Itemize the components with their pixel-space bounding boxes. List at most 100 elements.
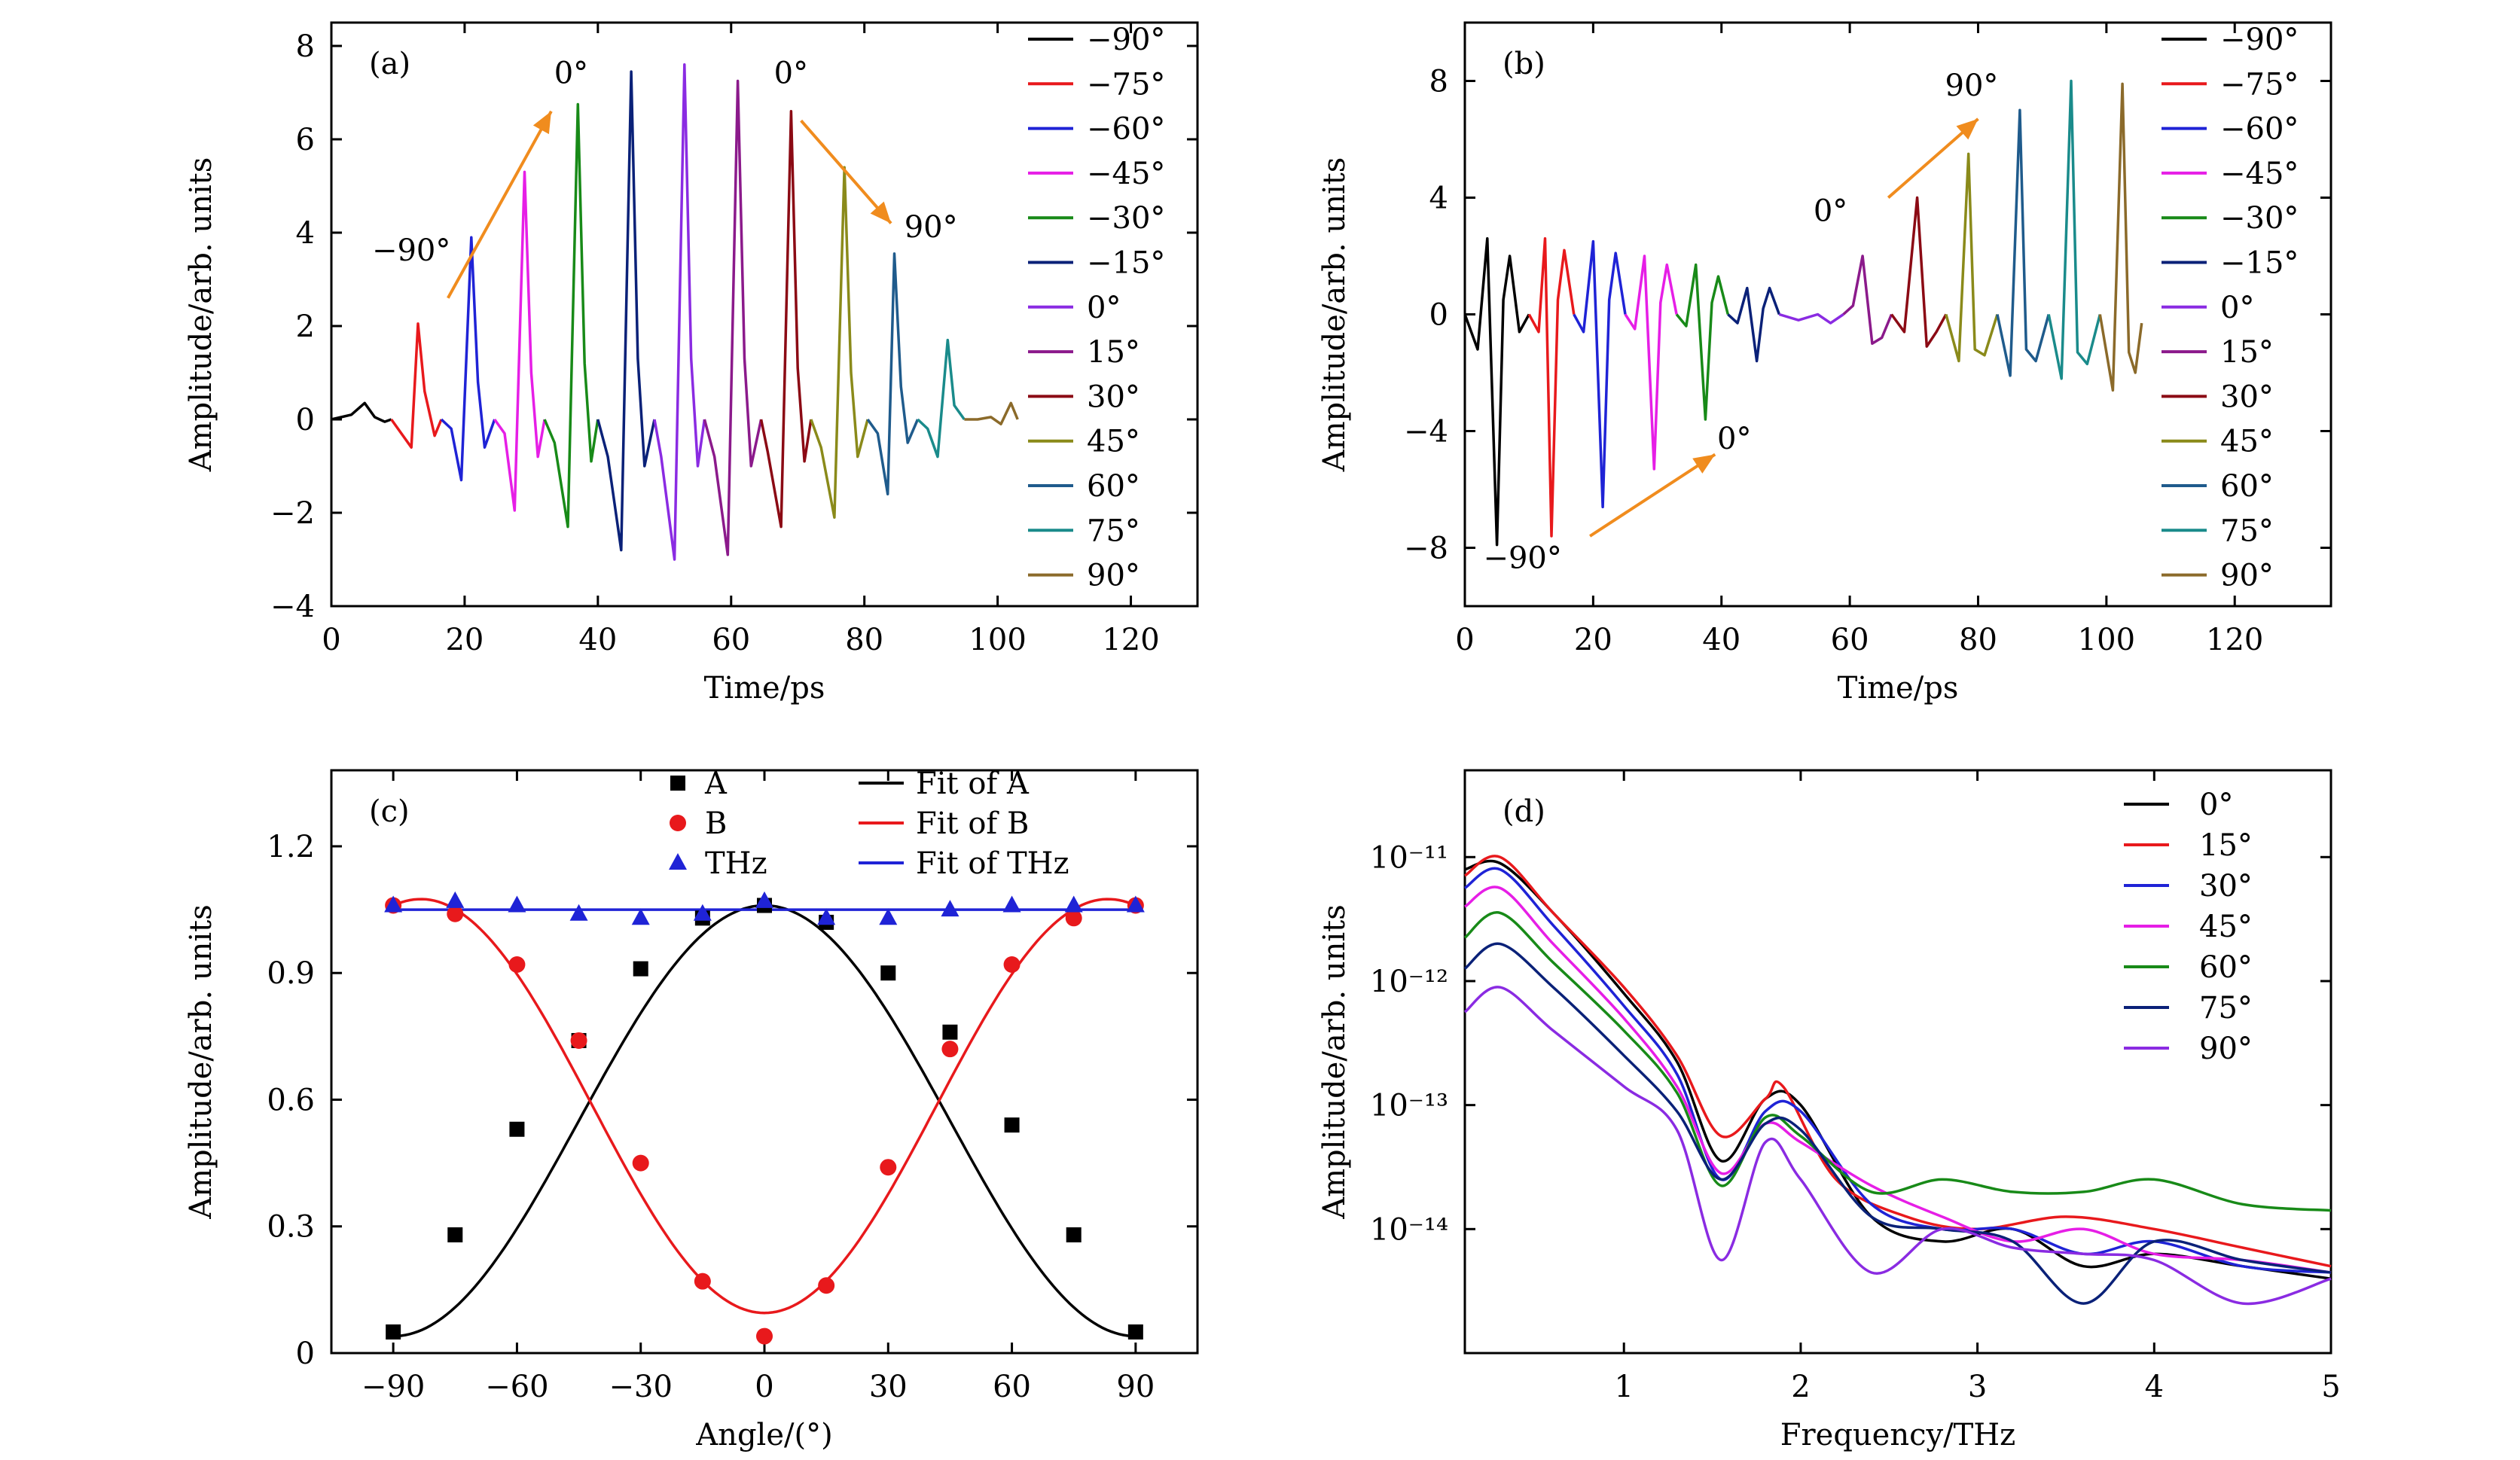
legend-label: 45°	[2199, 910, 2253, 944]
legend-label: A	[704, 767, 728, 801]
legend-label: −60°	[2220, 112, 2299, 147]
panel-label: (c)	[369, 794, 410, 829]
x-tick-label: 40	[578, 623, 617, 657]
y-axis-label: Amplitude/arb. units	[1317, 904, 1352, 1220]
x-tick-label: 5	[2321, 1370, 2340, 1404]
x-tick-label: 4	[2145, 1370, 2164, 1404]
x-tick-label: 3	[1968, 1370, 1987, 1404]
legend-label: 30°	[2199, 869, 2253, 904]
y-tick-label: −2	[270, 496, 315, 531]
series-line	[810, 166, 869, 519]
series-line	[917, 338, 966, 459]
data-point	[941, 1041, 959, 1058]
plot-frame	[330, 21, 1199, 608]
series-line	[2047, 79, 2101, 380]
legend-label: 90°	[2199, 1032, 2253, 1066]
legend-label: −90°	[2220, 23, 2299, 57]
data-point	[386, 1324, 401, 1340]
legend-marker	[670, 815, 686, 831]
y-tick-label: 10⁻¹¹	[1370, 840, 1448, 875]
legend-marker	[670, 776, 685, 791]
y-tick-label: 0	[1429, 298, 1448, 333]
data-point	[1003, 956, 1021, 973]
y-tick-label: 4	[296, 216, 315, 251]
annotation-label: 90°	[1945, 69, 1999, 103]
legend-label: −90°	[1087, 23, 1165, 57]
data-point	[631, 908, 650, 925]
series-line	[493, 170, 546, 512]
annotation-arrow	[800, 119, 892, 224]
legend-label: −45°	[1087, 157, 1165, 191]
x-tick-label: 0	[755, 1370, 773, 1404]
x-tick-label: 2	[1791, 1370, 1810, 1404]
annotation-label: 0°	[774, 56, 808, 91]
legend-label: 60°	[2199, 950, 2253, 985]
series-line	[1463, 942, 2332, 1305]
annotation-arrowhead	[532, 111, 551, 135]
panel-b: 0 20 40 60 80 100 120 −8 −4 0 4 8 Time/ps Amplitude/a…	[1317, 21, 2332, 706]
x-tick-label: −90	[362, 1370, 425, 1404]
series-line	[1842, 255, 1893, 346]
annotation-arrowhead	[1956, 118, 1978, 140]
series-line	[1463, 986, 2332, 1306]
data-point	[446, 891, 465, 908]
y-axis-label: Amplitude/arb. units	[184, 904, 218, 1220]
y-tick-label: 10⁻¹³	[1370, 1089, 1448, 1123]
legend-label: −15°	[1087, 246, 1165, 281]
annotation-arrow	[447, 110, 553, 299]
data-point	[1126, 895, 1145, 913]
series-line	[964, 401, 1019, 425]
annotation-label: 90°	[905, 210, 958, 245]
legend-label: 45°	[1087, 425, 1140, 459]
legend-label: 30°	[1087, 379, 1140, 414]
legend-label: 15°	[2220, 335, 2274, 370]
series-line	[1527, 237, 1576, 538]
data-point	[508, 895, 526, 913]
data-point	[817, 908, 836, 925]
y-axis-label: Amplitude/arb. units	[184, 157, 218, 473]
y-axis-label: Amplitude/arb. units	[1317, 157, 1352, 473]
data-point	[570, 1032, 587, 1049]
data-point	[880, 965, 896, 981]
legend-label: −75°	[2220, 67, 2299, 102]
legend-label: 45°	[2220, 425, 2274, 459]
series-line	[1624, 255, 1678, 471]
legend-label: −45°	[2220, 157, 2299, 191]
series-line	[1463, 911, 2332, 1212]
x-tick-label: 60	[712, 623, 750, 657]
series-line	[1463, 885, 2332, 1274]
y-tick-label: 0.6	[267, 1083, 315, 1117]
x-tick-label: 60	[1831, 623, 1869, 657]
series-line	[1727, 286, 1781, 363]
series-line	[331, 401, 392, 423]
x-tick-label: 60	[993, 1370, 1031, 1404]
x-tick-label: 120	[2206, 623, 2263, 657]
data-point	[1066, 1227, 1082, 1242]
x-tick-label: 0	[1455, 623, 1474, 657]
data-point	[879, 908, 898, 925]
series-line	[1463, 237, 1530, 547]
annotation-label: 0°	[1717, 422, 1751, 456]
data-point	[632, 1154, 649, 1172]
data-point	[1064, 895, 1083, 913]
series-line	[653, 63, 706, 561]
series-line	[2098, 82, 2143, 392]
x-tick-label: 90	[1116, 1370, 1155, 1404]
x-tick-label: −60	[485, 1370, 548, 1404]
y-tick-label: −4	[1404, 415, 1448, 450]
x-tick-label: 40	[1702, 623, 1741, 657]
y-tick-label: 0	[296, 403, 315, 437]
legend-label: Fit of THz	[916, 846, 1069, 881]
y-tick-label: 6	[296, 123, 315, 157]
annotation-arrow	[1589, 453, 1716, 538]
y-tick-label: 8	[296, 29, 315, 64]
panel-label: (a)	[369, 47, 410, 81]
legend-label: Fit of B	[916, 806, 1029, 841]
data-point	[880, 1159, 897, 1176]
legend-label: 75°	[2199, 991, 2253, 1026]
y-tick-label: 10⁻¹⁴	[1370, 1212, 1448, 1247]
series-line	[1778, 312, 1844, 325]
series-line	[440, 236, 496, 482]
x-axis-label: Frequency/THz	[1780, 1418, 2015, 1452]
